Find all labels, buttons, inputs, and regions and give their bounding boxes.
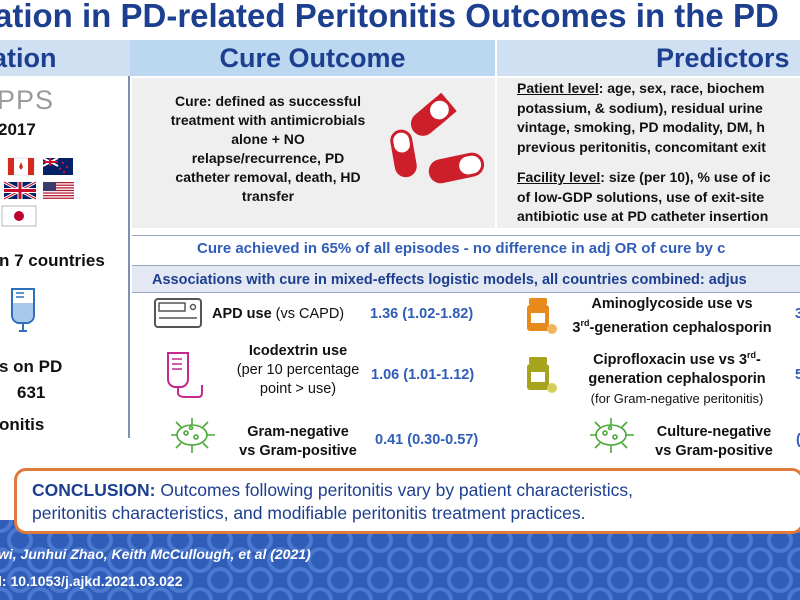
footer-doi: l: 10.1053/j.ajkd.2021.03.022 — [0, 573, 183, 589]
facility-level-line-3: antibiotic use at PD catheter insertion — [517, 208, 769, 224]
facility-level-line-2: of low-GDP solutions, use of exit-site — [517, 188, 765, 205]
episodes-line-3: odes — [0, 436, 39, 438]
episodes-line-2: onitis — [0, 415, 45, 434]
iv-bag-icon — [11, 288, 35, 332]
conclusion-text-1: Outcomes following peritonitis vary by p… — [155, 480, 634, 500]
countries-count: n 7 countries — [0, 251, 105, 270]
culture-negative-label: Culture-negative vs Gram-positive — [655, 424, 773, 459]
page-title: ation in PD-related Peritonitis Outcomes… — [0, 0, 779, 34]
country-flags — [1, 157, 74, 227]
patient-level-line-4: previous peritonitis, concomitant exit — [517, 138, 766, 155]
predictors-header: Predictors — [497, 40, 800, 76]
footer-authors: wi, Junhui Zhao, Keith McCullough, et al… — [0, 546, 311, 562]
bacteria-icon — [590, 418, 634, 453]
patient-level-line-2: potassium, & sodium), residual urine — [517, 99, 763, 116]
conclusion-box: CONCLUSION: Outcomes following peritonit… — [14, 468, 800, 534]
gram-negative-value: 0.41 (0.30-0.57) — [375, 432, 479, 448]
new-zealand-flag-icon — [42, 157, 73, 175]
aminoglycoside-value: 3 — [795, 306, 800, 322]
medicine-bottle-orange-icon — [527, 298, 557, 334]
patient-level-line-1: Patient level: age, sex, race, biochem — [517, 80, 765, 96]
icodextrin-use-label: Icodextrin use (per 10 percentage point … — [236, 343, 360, 397]
patient-level-line-3: vintage, smoking, PD modality, DM, h — [517, 119, 765, 135]
culture-negative-value: ( — [796, 432, 800, 448]
medicine-bottle-olive-icon — [527, 357, 557, 393]
apd-use-value: 1.36 (1.02-1.82) — [370, 306, 474, 322]
aminoglycoside-label: Aminoglycoside use vs 3rd-generation cep… — [572, 296, 772, 336]
ciprofloxacin-value: 5 — [795, 367, 800, 383]
japan-flag-icon — [1, 205, 37, 227]
conclusion-label: CONCLUSION: — [32, 480, 156, 500]
pills-icon — [390, 92, 485, 184]
predictors-box: Patient level: age, sex, race, biochem p… — [497, 78, 800, 228]
icodextrin-use-value: 1.06 (1.01-1.12) — [371, 367, 475, 383]
usa-flag-icon — [43, 182, 74, 199]
cure-summary: Cure achieved in 65% of all episodes - n… — [132, 235, 800, 261]
pd-machine-icon — [154, 298, 202, 328]
episodes-count: 631 — [17, 383, 46, 402]
ciprofloxacin-label: Ciprofloxacin use vs 3rd- generation cep… — [588, 350, 766, 406]
population-panel: PPS 2017 n 7 countries s on PD 631 oniti… — [0, 76, 130, 438]
facility-level-line-1: Facility level: size (per 10), % use of … — [517, 169, 771, 185]
uk-flag-icon — [3, 180, 37, 201]
study-name: PPS — [0, 85, 55, 115]
population-header: ation — [0, 40, 130, 76]
cure-definition: Cure: defined as successful treatment wi… — [170, 93, 366, 204]
cure-outcome-header: Cure Outcome — [130, 40, 495, 76]
study-years: 2017 — [0, 120, 36, 139]
conclusion-text-2: peritonitis characteristics, and modifia… — [32, 503, 586, 523]
iv-bag-magenta-icon — [167, 352, 203, 398]
patients-on-pd: s on PD — [0, 357, 63, 376]
associations-header: Associations with cure in mixed-effects … — [132, 265, 800, 293]
bacteria-icon — [171, 418, 215, 453]
gram-negative-label: Gram-negative vs Gram-positive — [239, 424, 357, 459]
apd-use-label: APD use (vs CAPD) — [212, 306, 345, 322]
cure-definition-box: Cure: defined as successful treatment wi… — [132, 78, 495, 228]
canada-flag-icon — [7, 157, 35, 176]
